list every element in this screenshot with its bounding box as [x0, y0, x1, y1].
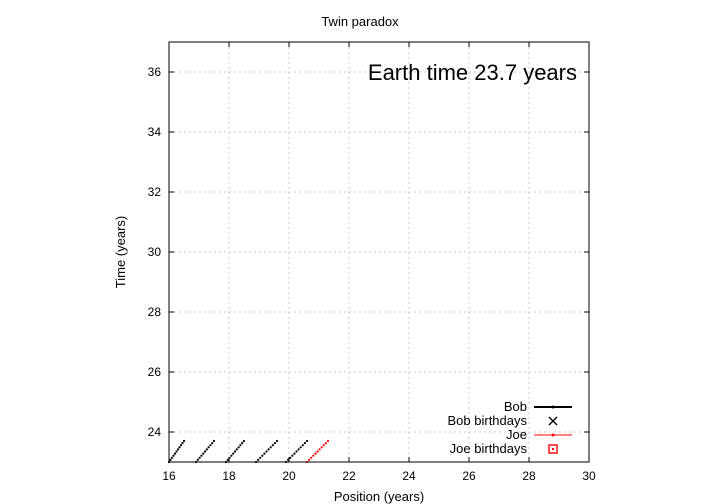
bob-worldline-point	[173, 452, 177, 455]
bob-worldline-point	[202, 452, 205, 455]
x-tick-label: 16	[162, 469, 176, 483]
joe-worldline-point	[314, 452, 317, 455]
x-tick-label: 26	[462, 469, 476, 483]
x-tick-label: 22	[342, 469, 356, 483]
bob-worldline-point	[233, 450, 237, 453]
bob-worldline-point	[179, 444, 183, 447]
bob-worldline-point	[198, 456, 201, 459]
legend-label: Joe birthdays	[450, 441, 528, 456]
bob-worldline-point	[241, 442, 244, 445]
bob-worldline-point	[301, 444, 304, 447]
bob-worldline-point	[228, 456, 231, 459]
plot-frame	[168, 41, 590, 463]
y-axis-label: Time (years)	[113, 216, 128, 288]
legend-square-center	[552, 448, 554, 450]
x-tick-label: 24	[402, 469, 416, 483]
y-tick-label: 28	[148, 305, 162, 319]
legend-label: Bob	[504, 399, 527, 414]
bob-worldline-point	[203, 450, 207, 453]
bob-worldline-point	[263, 452, 266, 455]
bob-worldline-point	[267, 448, 270, 451]
bob-worldline-point	[235, 448, 238, 451]
bob-worldline-point	[293, 452, 296, 455]
bob-worldline-point	[211, 442, 214, 445]
bob-worldline-point	[242, 439, 246, 443]
bob-worldline-point	[170, 456, 174, 459]
bob-worldline-point	[205, 448, 208, 451]
bob-worldline-point	[181, 442, 184, 445]
bob-worldline-point	[178, 446, 181, 449]
joe-worldline-point	[308, 458, 311, 461]
bob-worldline-point	[196, 458, 199, 461]
bob-worldline-point	[209, 444, 212, 447]
earth-time-annotation: Earth time 23.7 years	[368, 60, 577, 85]
x-tick-label: 28	[522, 469, 536, 483]
legend-point-swatch	[551, 433, 555, 437]
bob-worldline-point	[305, 439, 309, 443]
y-tick-label: 36	[148, 65, 162, 79]
y-tick-labels: 24 26 28 30 32 34 36	[148, 65, 162, 439]
joe-worldline-point	[318, 448, 321, 451]
bob-worldline-point	[271, 444, 274, 447]
bob-worldline-point	[291, 454, 294, 457]
data-marks	[167, 439, 330, 464]
bob-worldline-point	[287, 458, 290, 461]
bob-worldline-point	[295, 450, 298, 453]
y-tick-label: 34	[148, 125, 162, 139]
x-tick-label: 20	[282, 469, 296, 483]
bob-worldline-point	[273, 442, 276, 445]
grid	[168, 42, 590, 462]
y-tick-label: 26	[148, 365, 162, 379]
bob-worldline-point	[232, 452, 235, 455]
legend-square-swatch	[548, 444, 558, 454]
bob-worldline-point	[261, 454, 264, 457]
bob-worldline-point	[207, 446, 210, 449]
joe-worldline-point	[320, 446, 323, 449]
legend-cross-swatch	[548, 416, 558, 426]
bob-worldline-point	[257, 458, 260, 461]
legend-label: Joe	[506, 427, 527, 442]
joe-worldline-point	[326, 439, 330, 443]
bob-worldline-point	[239, 444, 242, 447]
bob-worldline-point	[212, 439, 216, 443]
bob-worldline-point	[230, 454, 233, 457]
y-tick-label: 24	[148, 425, 162, 439]
joe-worldline-point	[312, 454, 315, 457]
bob-worldline-point	[182, 439, 186, 443]
bob-worldline-point	[269, 446, 272, 449]
joe-worldline-point	[324, 442, 327, 445]
bob-worldline-point	[303, 442, 306, 445]
bob-worldline-point	[265, 450, 268, 453]
bob-worldline-point	[237, 446, 240, 449]
bob-worldline-point	[299, 446, 302, 449]
joe-worldline-point	[310, 456, 313, 459]
x-tick-labels: 16 18 20 22 24 26 28 30	[162, 469, 596, 483]
y-tick-label: 32	[148, 185, 162, 199]
x-axis-label: Position (years)	[334, 489, 424, 504]
joe-worldline-point	[322, 444, 325, 447]
bob-worldline-point	[176, 448, 180, 451]
y-tick-label: 30	[148, 245, 162, 259]
bob-worldline-point	[172, 454, 175, 457]
bob-worldline-point	[297, 448, 300, 451]
chart-title: Twin paradox	[321, 14, 399, 29]
bob-worldline-point	[169, 458, 172, 461]
bob-worldline-point	[275, 439, 279, 443]
bob-worldline-point	[259, 456, 262, 459]
x-tick-label: 30	[582, 469, 596, 483]
bob-worldline-point	[289, 456, 292, 459]
joe-worldline-point	[316, 450, 319, 453]
legend-point-swatch	[551, 405, 555, 409]
x-tick-label: 18	[222, 469, 236, 483]
bob-worldline-point	[226, 458, 229, 461]
legend-label: Bob birthdays	[448, 413, 528, 428]
bob-worldline-point	[175, 450, 178, 453]
bob-worldline-point	[200, 454, 203, 457]
